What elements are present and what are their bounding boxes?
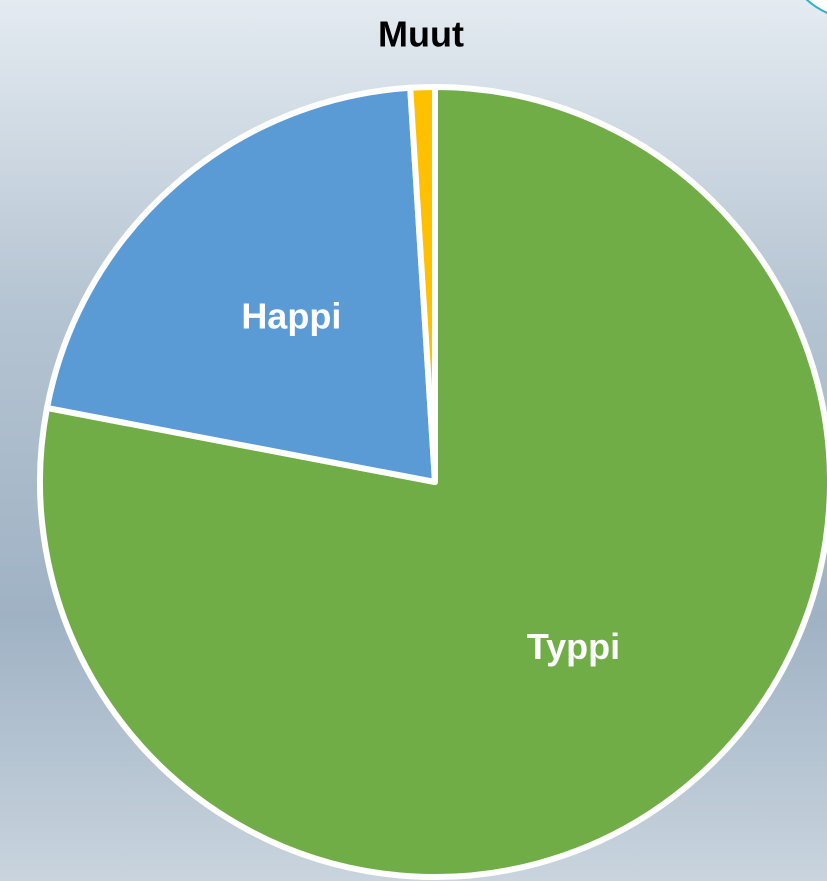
page: Typpi Happi Muut xyxy=(0,0,827,881)
pie xyxy=(40,87,827,877)
slice-label: Happi xyxy=(241,296,341,337)
slice-label: Muut xyxy=(378,14,464,55)
slice-label: Typpi xyxy=(527,626,620,667)
chart: Typpi Happi Muut xyxy=(0,0,827,881)
